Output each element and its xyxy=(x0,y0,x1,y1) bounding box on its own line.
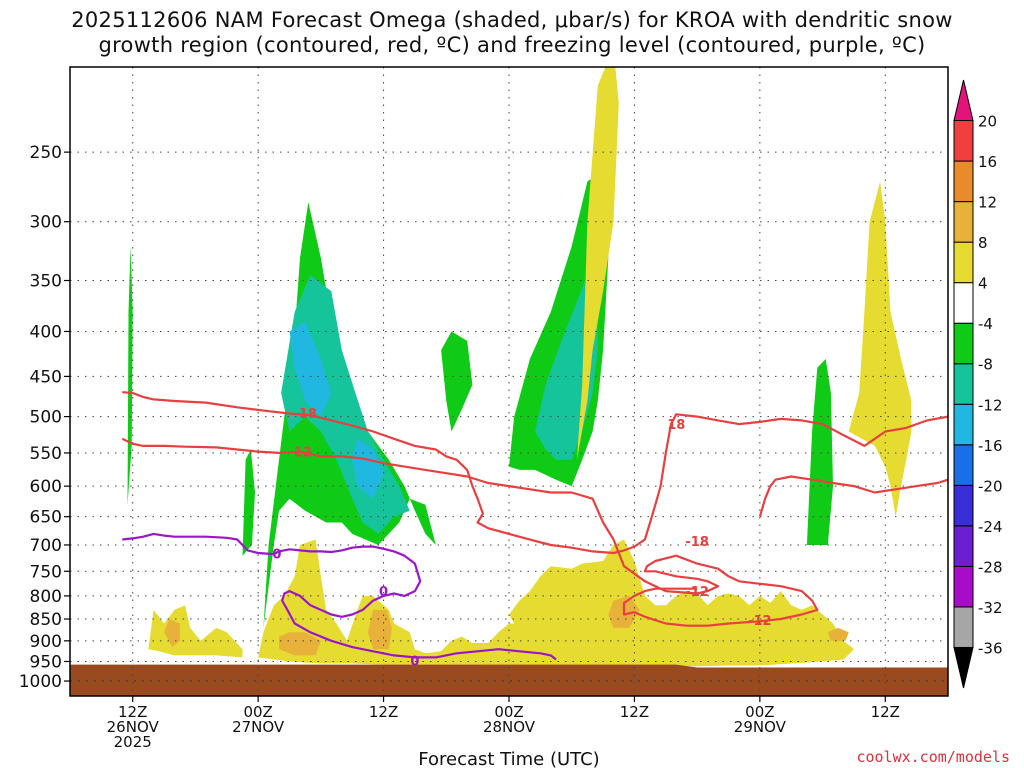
x-tick-label-18-0: 00Z xyxy=(243,703,272,721)
dgz-label-1: -12 xyxy=(288,446,312,461)
dgz-label-0: -18 xyxy=(293,407,317,422)
x-tick-label-42-0: 00Z xyxy=(494,703,523,721)
colorbar-label-13: 20 xyxy=(978,113,997,131)
colorbar-label-2: -28 xyxy=(978,558,1003,576)
y-tick-label-400: 400 xyxy=(30,322,62,342)
y-tick-label-750: 750 xyxy=(30,562,62,582)
y-tick-label-650: 650 xyxy=(30,508,62,528)
x-tick-label-30-0: 12Z xyxy=(369,703,398,721)
freezing-label-0: 0 xyxy=(272,548,281,563)
y-tick-label-600: 600 xyxy=(30,477,62,497)
omega-region-13 xyxy=(258,539,854,667)
colorbar-label-4: -20 xyxy=(978,477,1003,495)
omega-region-10 xyxy=(576,67,619,460)
freezing-label-2: 0 xyxy=(410,655,419,670)
colorbar-label-1: -32 xyxy=(978,599,1003,617)
x-tick-label-42-1: 28NOV xyxy=(483,718,536,736)
colorbar-label-6: -12 xyxy=(978,396,1003,414)
colorbar-swatch-11 xyxy=(953,201,974,243)
omega-region-14 xyxy=(164,619,180,648)
x-tick-label-54-0: 12Z xyxy=(620,703,649,721)
y-tick-label-700: 700 xyxy=(30,536,62,556)
y-tick-label-550: 550 xyxy=(30,444,62,464)
omega-region-11 xyxy=(848,181,912,517)
colorbar-label-3: -24 xyxy=(978,518,1003,536)
x-tick-label-6-2: 2025 xyxy=(114,733,152,751)
omega-region-5 xyxy=(441,331,473,432)
surface-terrain xyxy=(70,664,948,696)
plot-area: -18 -12 18 -18 -12 -12 0 0 0 xyxy=(70,67,948,696)
colorbar-label-5: -16 xyxy=(978,437,1003,455)
omega-region-15 xyxy=(279,632,321,656)
freezing-level-contour xyxy=(122,532,557,661)
freezing-label-1: 0 xyxy=(379,585,388,600)
y-tick-label-1000: 1000 xyxy=(19,672,62,692)
colorbar-label-8: -4 xyxy=(978,315,993,333)
y-tick-label-900: 900 xyxy=(30,632,62,652)
colorbar-label-7: -8 xyxy=(978,356,993,374)
colorbar-label-12: 16 xyxy=(978,153,997,171)
omega-region-18 xyxy=(827,627,849,641)
dgz-label-5: -12 xyxy=(748,614,772,629)
colorbar-swatch-9 xyxy=(953,282,974,324)
dgz-contour--12b xyxy=(758,475,948,518)
colorbar-swatch-2 xyxy=(953,565,974,608)
omega-region-16 xyxy=(367,609,392,650)
x-tick-label-18-1: 27NOV xyxy=(232,718,285,736)
x-tick-label-78-0: 12Z xyxy=(871,703,900,721)
colorbar-label-9: 4 xyxy=(978,275,988,293)
colorbar-swatch-1 xyxy=(953,606,974,648)
colorbar-label-0: -36 xyxy=(978,639,1003,657)
colorbar-label-10: 8 xyxy=(978,234,988,252)
colorbar-label-11: 12 xyxy=(978,194,997,212)
colorbar-swatch-3 xyxy=(953,525,974,567)
y-tick-label-500: 500 xyxy=(30,408,62,428)
y-tick-label-450: 450 xyxy=(30,367,62,387)
dgz-contour--12 xyxy=(121,437,819,627)
x-tick-label-66-1: 29NOV xyxy=(734,718,787,736)
chart-title-line1: 2025112606 NAM Forecast Omega (shaded, μ… xyxy=(71,8,953,32)
colorbar-swatch-14 xyxy=(953,79,974,122)
y-tick-label-950: 950 xyxy=(30,652,62,672)
omega-region-8 xyxy=(806,359,833,545)
colorbar-swatch-6 xyxy=(953,403,974,446)
colorbar-swatch-7 xyxy=(953,363,974,405)
dgz-contour--18 xyxy=(122,391,948,555)
x-tick-label-66-0: 00Z xyxy=(745,703,774,721)
x-tick-label-6-1: 26NOV xyxy=(107,718,160,736)
dgz-label-4: -12 xyxy=(685,585,709,600)
colorbar-swatch-0 xyxy=(953,646,974,689)
colorbar-swatch-10 xyxy=(953,241,974,284)
y-tick-label-300: 300 xyxy=(30,213,62,233)
colorbar-swatch-4 xyxy=(953,484,974,527)
omega-region-3 xyxy=(289,321,332,417)
x-tick-label-6-0: 12Z xyxy=(118,703,147,721)
colorbar-swatch-8 xyxy=(953,322,974,365)
omega-region-4 xyxy=(352,438,384,499)
y-tick-label-350: 350 xyxy=(30,272,62,292)
y-tick-label-250: 250 xyxy=(30,143,62,163)
colorbar-swatch-13 xyxy=(953,120,974,162)
colorbar-swatch-12 xyxy=(953,160,974,203)
dgz-label-3: -18 xyxy=(685,535,709,550)
dgz-label-2: 18 xyxy=(667,418,685,433)
colorbar-swatch-5 xyxy=(953,444,974,486)
omega-region-9 xyxy=(127,246,133,505)
omega-region-1 xyxy=(242,449,255,556)
chart-title-line2: growth region (contoured, red, ºC) and f… xyxy=(98,33,926,57)
y-tick-label-850: 850 xyxy=(30,610,62,630)
x-axis-title: Forecast Time (UTC) xyxy=(418,749,599,768)
omega-region-12 xyxy=(148,605,243,658)
watermark: coolwx.com/models xyxy=(856,748,1010,766)
y-tick-label-800: 800 xyxy=(30,587,62,607)
